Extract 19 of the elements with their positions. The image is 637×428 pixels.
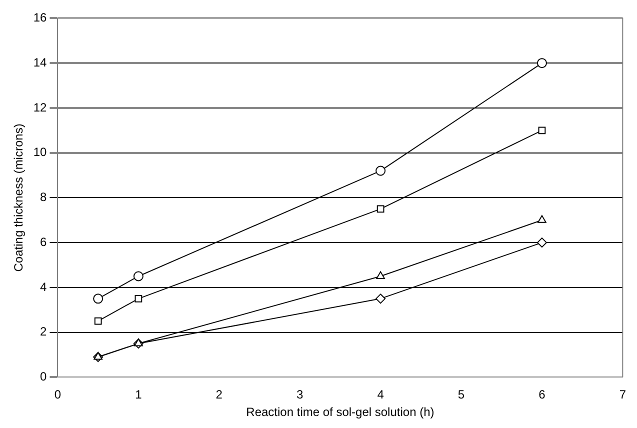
y-tick-label: 16 bbox=[33, 10, 48, 25]
y-tick-label: 14 bbox=[33, 55, 48, 70]
x-tick-label: 3 bbox=[296, 388, 304, 402]
y-tick-label: 12 bbox=[33, 100, 48, 114]
x-tick-label: 5 bbox=[458, 388, 465, 402]
x-tick-label: 2 bbox=[216, 388, 223, 402]
y-axis-title: Coating thickness (microns) bbox=[12, 124, 26, 272]
y-tick-label: 4 bbox=[40, 280, 48, 294]
x-tick-label: 1 bbox=[135, 388, 142, 402]
x-tick-label: 6 bbox=[538, 388, 546, 402]
x-tick-label: 4 bbox=[377, 388, 384, 402]
y-tick-label: 0 bbox=[40, 370, 48, 384]
y-tick-label: 6 bbox=[40, 234, 48, 249]
y-tick-label: 2 bbox=[40, 324, 48, 339]
x-tick-label: 7 bbox=[619, 388, 626, 402]
x-tick-label: 0 bbox=[54, 388, 62, 402]
x-axis-title: Reaction time of sol-gel solution (h) bbox=[246, 405, 434, 420]
y-tick-label: 8 bbox=[40, 190, 48, 204]
y-tick-label: 10 bbox=[33, 145, 48, 160]
